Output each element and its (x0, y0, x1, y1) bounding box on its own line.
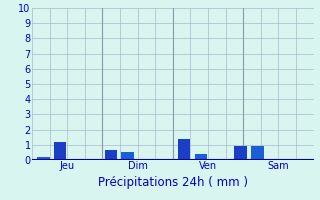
Bar (178, 139, 190, 160)
X-axis label: Précipitations 24h ( mm ): Précipitations 24h ( mm ) (98, 176, 248, 189)
Bar (251, 146, 264, 160)
Bar (234, 146, 247, 160)
Bar (105, 150, 117, 160)
Bar (54, 142, 67, 160)
Bar (37, 157, 50, 160)
Bar (121, 152, 134, 160)
Bar (195, 154, 207, 160)
